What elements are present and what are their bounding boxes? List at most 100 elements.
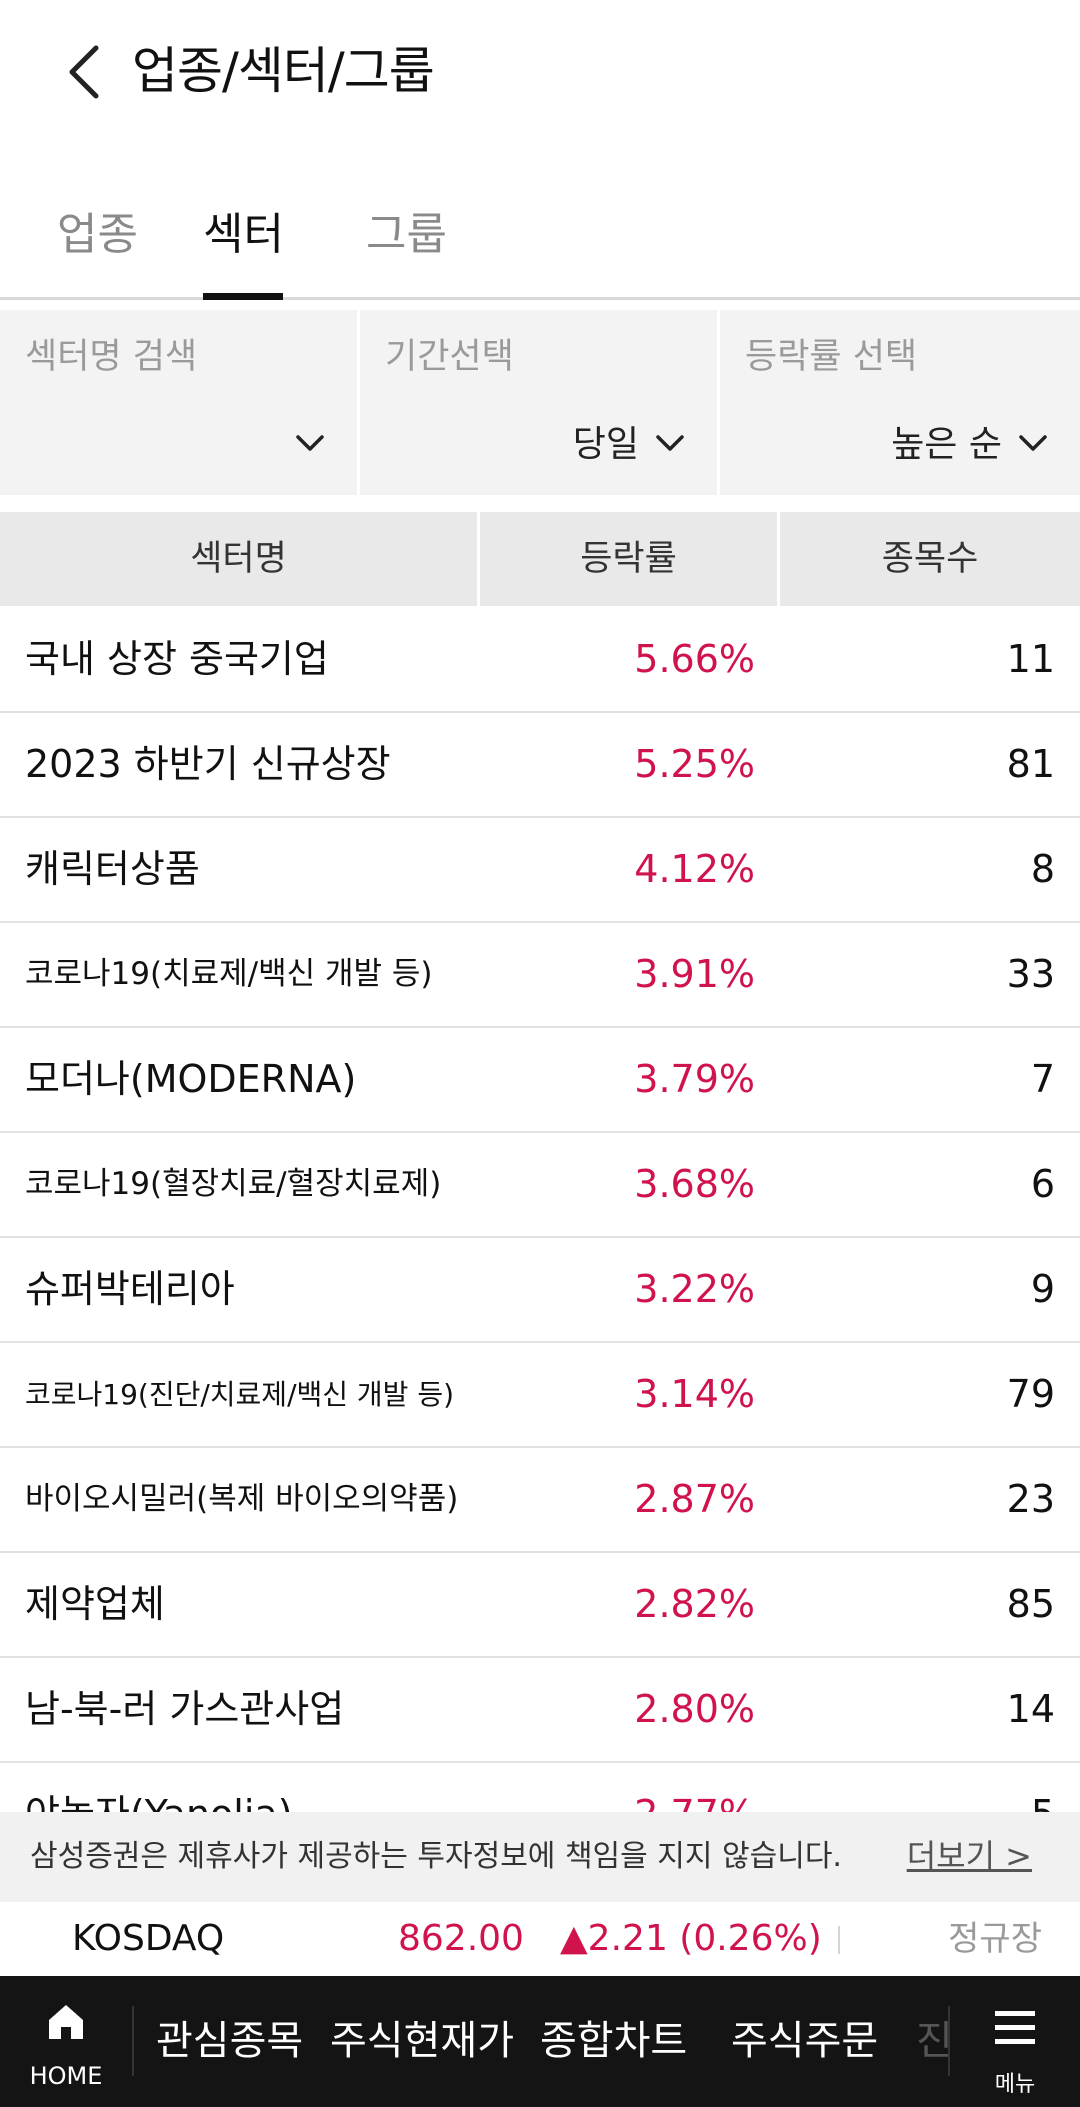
nav-watchlist[interactable]: 관심종목 — [156, 2018, 304, 2064]
period-filter[interactable]: 기간선택 당일 — [360, 310, 717, 495]
sector-name: 코로나19(혈장치료/혈장치료제) — [25, 1166, 442, 1202]
change-rate: 5.66% — [634, 637, 755, 681]
back-arrow-icon — [69, 45, 99, 99]
table-row[interactable]: 코로나19(치료제/백신 개발 등) 3.91% 33 — [0, 923, 1080, 1028]
table-header: 섹터명 등락률 종목수 — [0, 512, 1080, 606]
stock-count: 5 — [1031, 1763, 1055, 1812]
table-row[interactable]: 국내 상장 중국기업 5.66% 11 — [0, 608, 1080, 713]
rate-sort-filter[interactable]: 등락률 선택 높은 순 — [720, 310, 1080, 495]
sector-list: 국내 상장 중국기업 5.66% 11 2023 하반기 신규상장 5.25% 81 캐릭터… — [0, 608, 1080, 1812]
sector-name: 코로나19(치료제/백신 개발 등) — [25, 956, 433, 992]
divider — [357, 310, 360, 495]
sector-name: 남-북-러 가스관사업 — [25, 1687, 345, 1731]
divider — [477, 512, 480, 606]
change-rate: 3.22% — [634, 1267, 755, 1311]
bottom-navigation: HOME 관심종목 주식현재가 종합차트 주식주문 진 메뉴 — [0, 1976, 1080, 2107]
table-row[interactable]: 남-북-러 가스관사업 2.80% 14 — [0, 1658, 1080, 1763]
column-header-count[interactable]: 종목수 — [881, 539, 979, 579]
sector-name: 모더나(MODERNA) — [25, 1057, 357, 1101]
table-row[interactable]: 캐릭터상품 4.12% 8 — [0, 818, 1080, 923]
index-name: KOSDAQ — [72, 1918, 225, 1959]
table-row[interactable]: 바이오시밀러(복제 바이오의약품) 2.87% 23 — [0, 1448, 1080, 1553]
sector-name: 국내 상장 중국기업 — [25, 637, 329, 681]
index-change: ▲2.21 (0.26%) — [560, 1918, 822, 1959]
stock-count: 33 — [1006, 952, 1055, 996]
stock-count: 8 — [1030, 847, 1055, 891]
index-ticker[interactable]: KOSDAQ 862.00 ▲2.21 (0.26%) 정규장 — [0, 1902, 1080, 1976]
filter-value: 당일 — [572, 424, 639, 465]
tab-sector[interactable]: 섹터 — [203, 209, 284, 260]
table-row[interactable]: 야놀자(Yanolja) 2.77% 5 — [0, 1763, 1080, 1812]
page-title: 업종/섹터/그룹 — [132, 42, 435, 100]
disclaimer-bar: 삼성증권은 제휴사가 제공하는 투자정보에 책임을 지지 않습니다. 더보기 > — [0, 1812, 1080, 1902]
sector-name: 캐릭터상품 — [25, 847, 200, 891]
column-header-sector[interactable]: 섹터명 — [190, 539, 287, 579]
divider — [132, 2006, 134, 2076]
change-rate: 3.91% — [634, 952, 755, 996]
sector-name: 야놀자(Yanolja) — [25, 1763, 293, 1812]
stock-count: 7 — [1030, 1057, 1055, 1101]
menu-button[interactable]: 메뉴 — [950, 1976, 1080, 2107]
tab-bar: 업종 섹터 그룹 — [0, 190, 1080, 300]
table-row[interactable]: 제약업체 2.82% 85 — [0, 1553, 1080, 1658]
sector-name: 코로나19(진단/치료제/백신 개발 등) — [25, 1378, 455, 1411]
nav-current-price[interactable]: 주식현재가 — [330, 2018, 514, 2064]
index-price: 862.00 — [398, 1918, 524, 1959]
nav-order[interactable]: 주식주문 — [731, 2018, 879, 2064]
active-tab-indicator — [203, 293, 283, 300]
change-rate: 3.14% — [634, 1372, 755, 1416]
stock-count: 14 — [1006, 1687, 1055, 1731]
stock-count: 81 — [1006, 742, 1055, 786]
change-rate: 4.12% — [634, 847, 755, 891]
filter-label: 등락률 선택 — [745, 337, 918, 377]
change-rate: 2.87% — [634, 1477, 755, 1521]
column-header-rate[interactable]: 등락률 — [580, 539, 677, 579]
divider — [948, 2006, 950, 2076]
table-row[interactable]: 코로나19(혈장치료/혈장치료제) 3.68% 6 — [0, 1133, 1080, 1238]
stock-count: 79 — [1006, 1372, 1055, 1416]
divider — [838, 1926, 840, 1954]
change-rate: 5.25% — [634, 742, 755, 786]
change-rate: 2.77% — [634, 1763, 755, 1812]
stock-count: 9 — [1030, 1267, 1055, 1311]
market-session: 정규장 — [948, 1919, 1042, 1959]
filter-bar: 섹터명 검색 기간선택 당일 등락률 선택 높은 순 — [0, 310, 1080, 495]
nav-chart[interactable]: 종합차트 — [540, 2018, 688, 2064]
change-rate: 3.68% — [634, 1162, 755, 1206]
sector-name: 제약업체 — [25, 1582, 165, 1626]
sector-search-filter[interactable]: 섹터명 검색 — [0, 310, 357, 495]
filter-label: 기간선택 — [385, 337, 514, 377]
table-row[interactable]: 코로나19(진단/치료제/백신 개발 등) 3.14% 79 — [0, 1343, 1080, 1448]
chevron-down-icon — [1019, 435, 1047, 451]
table-row[interactable]: 슈퍼박테리아 3.22% 9 — [0, 1238, 1080, 1343]
sector-name: 바이오시밀러(복제 바이오의약품) — [25, 1481, 459, 1517]
stock-count: 11 — [1006, 637, 1055, 681]
home-label: HOME — [29, 2062, 103, 2090]
nav-next-item[interactable]: 진 — [916, 2018, 953, 2064]
stock-count: 85 — [1006, 1582, 1055, 1626]
header: 업종/섹터/그룹 — [0, 0, 1080, 150]
filter-value: 높은 순 — [891, 424, 1002, 465]
disclaimer-text: 삼성증권은 제휴사가 제공하는 투자정보에 책임을 지지 않습니다. — [30, 1839, 842, 1874]
sector-name: 슈퍼박테리아 — [25, 1267, 235, 1311]
change-rate: 2.82% — [634, 1582, 755, 1626]
menu-label: 메뉴 — [994, 2072, 1036, 2097]
stock-count: 23 — [1006, 1477, 1055, 1521]
chevron-down-icon — [296, 435, 324, 451]
chevron-down-icon — [656, 435, 684, 451]
table-row[interactable]: 모더나(MODERNA) 3.79% 7 — [0, 1028, 1080, 1133]
divider — [717, 310, 720, 495]
hamburger-menu-icon — [995, 2011, 1035, 2044]
back-button[interactable] — [60, 40, 110, 104]
home-button[interactable]: HOME — [0, 1976, 132, 2107]
more-link[interactable]: 더보기 > — [906, 1837, 1032, 1875]
stock-count: 6 — [1030, 1162, 1055, 1206]
change-rate: 3.79% — [634, 1057, 755, 1101]
change-rate: 2.80% — [634, 1687, 755, 1731]
divider — [777, 512, 780, 606]
tab-group[interactable]: 그룹 — [366, 209, 447, 260]
table-row[interactable]: 2023 하반기 신규상장 5.25% 81 — [0, 713, 1080, 818]
sector-name: 2023 하반기 신규상장 — [25, 742, 391, 786]
tab-industry[interactable]: 업종 — [57, 209, 138, 260]
filter-label: 섹터명 검색 — [25, 337, 198, 377]
